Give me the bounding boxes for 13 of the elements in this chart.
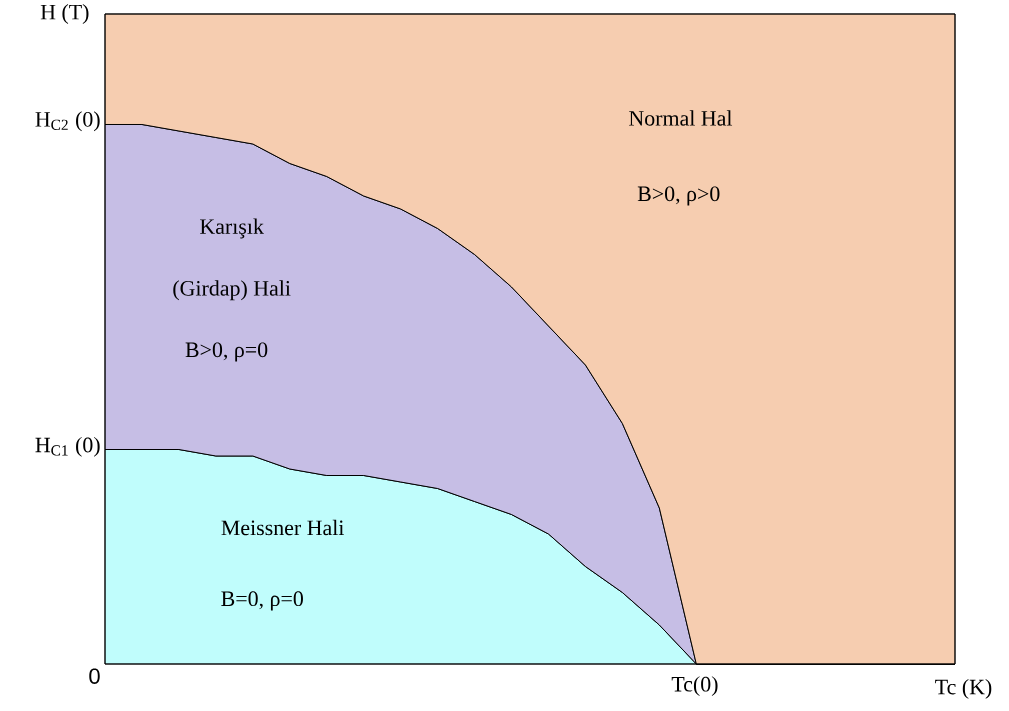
text: 0 (89, 668, 100, 684)
annotation: B=0, ρ=0 (221, 591, 303, 611)
annotation: Karışık (200, 218, 264, 239)
annotation: Meissner Hali (221, 519, 344, 536)
annotation: B>0, ρ=0 (185, 342, 268, 362)
annotation: (Girdap) Hali (173, 280, 291, 301)
text: H$_{C2}$ (0) (35, 111, 100, 132)
text: H$_{C1}$ (0) (35, 436, 100, 457)
y-axis-title: H (T) (40, 4, 89, 24)
x-axis-title: Tc (K) (935, 679, 992, 699)
annotation: Normal Hal (629, 110, 733, 126)
annotation: B>0, ρ>0 (637, 186, 720, 206)
text: Tc(0) (671, 676, 718, 697)
